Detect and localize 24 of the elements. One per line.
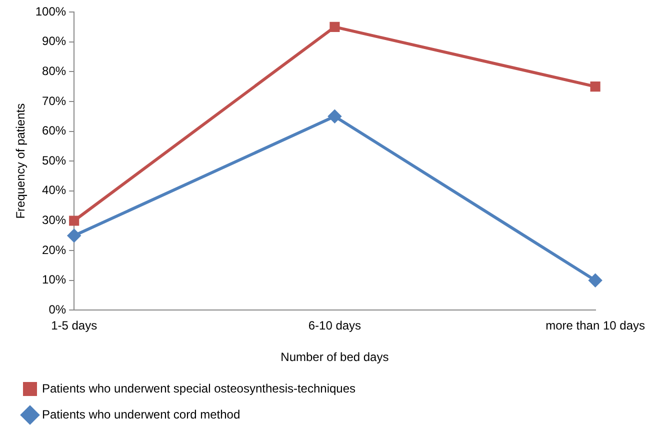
point	[330, 22, 340, 32]
y-tick-label: 90%	[42, 34, 66, 48]
point	[68, 229, 81, 242]
y-tick-label: 30%	[42, 213, 66, 228]
y-tick-label: 10%	[42, 272, 66, 287]
x-tick-label: more than 10 days	[546, 318, 646, 333]
x-tick-label: 1-5 days	[51, 318, 98, 333]
point	[590, 82, 600, 92]
point	[69, 216, 80, 226]
point	[588, 274, 602, 287]
y-tick-label: 40%	[42, 183, 66, 198]
point	[328, 110, 342, 123]
y-tick-label: 20%	[42, 242, 66, 257]
legend-label: Patients who underwent special osteosynthesis-techniques	[42, 381, 356, 396]
y-tick-label: 50%	[42, 153, 66, 168]
y-tick-label: 70%	[42, 94, 66, 108]
legend-label: Patients who underwent cord method	[42, 407, 240, 422]
y-tick-label: 0%	[48, 302, 66, 317]
y-tick-label: 60%	[42, 124, 66, 138]
y-tick-label: 80%	[42, 64, 66, 78]
x-tick-label: 6-10 days	[308, 318, 362, 333]
y-tick-label: 100%	[35, 4, 66, 18]
x-axis-title: Number of bed days	[280, 350, 389, 364]
y-axis-title: Frequency of patients	[14, 103, 28, 219]
